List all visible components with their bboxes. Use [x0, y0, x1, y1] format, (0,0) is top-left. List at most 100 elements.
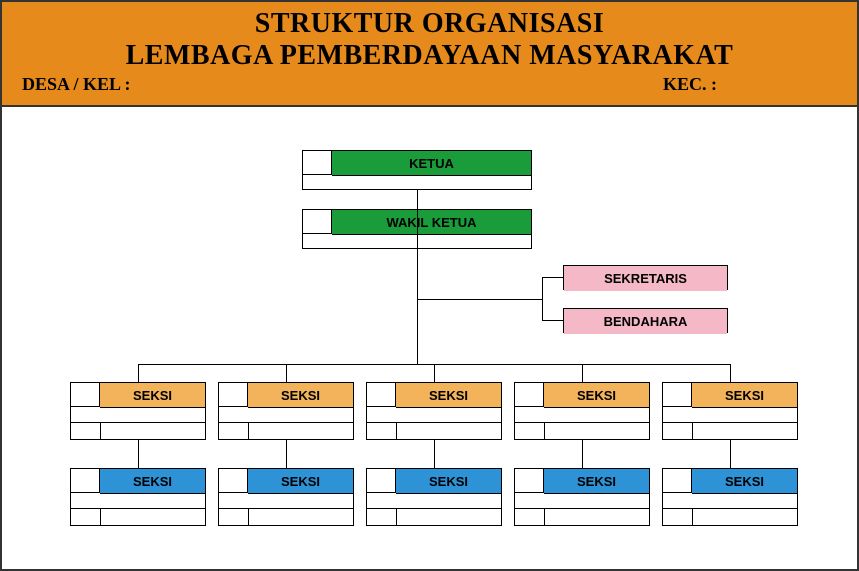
node-subrow: [515, 422, 649, 440]
node-body: [515, 408, 649, 422]
node-seksi_b_3: SEKSI: [514, 468, 650, 526]
cell: [249, 509, 353, 526]
cell: [545, 423, 649, 440]
title-line-1: STRUKTUR ORGANISASI: [22, 8, 837, 40]
connector: [542, 277, 543, 320]
node-seksi_b_2: SEKSI: [366, 468, 502, 526]
cell: [397, 509, 501, 526]
node-title: SEKSI: [100, 383, 205, 408]
connector: [730, 440, 731, 468]
node-title: SEKSI: [692, 383, 797, 408]
node-tab: [218, 468, 248, 493]
connector: [582, 440, 583, 468]
node-body: [367, 408, 501, 422]
node-subrow: [71, 508, 205, 526]
node-sekretaris: SEKRETARIS: [563, 265, 728, 290]
cell: [367, 423, 397, 440]
connector: [434, 440, 435, 468]
connector: [138, 440, 139, 468]
node-tab: [218, 382, 248, 407]
node-subrow: [219, 422, 353, 440]
org-chart-canvas: STRUKTUR ORGANISASI LEMBAGA PEMBERDAYAAN…: [0, 0, 859, 571]
node-title: BENDAHARA: [564, 309, 727, 334]
cell: [663, 509, 693, 526]
connector: [542, 320, 563, 321]
cell: [545, 509, 649, 526]
cell: [71, 509, 101, 526]
header: STRUKTUR ORGANISASI LEMBAGA PEMBERDAYAAN…: [2, 2, 857, 107]
node-seksi_o_4: SEKSI: [662, 382, 798, 440]
node-subrow: [663, 422, 797, 440]
node-title: SEKSI: [248, 383, 353, 408]
node-seksi_o_2: SEKSI: [366, 382, 502, 440]
connector: [434, 364, 435, 382]
node-title: SEKRETARIS: [564, 266, 727, 291]
connector: [582, 364, 583, 382]
title-line-2: LEMBAGA PEMBERDAYAAN MASYARAKAT: [22, 40, 837, 72]
cell: [515, 423, 545, 440]
node-body: [303, 176, 531, 190]
node-seksi_o_3: SEKSI: [514, 382, 650, 440]
node-subrow: [367, 422, 501, 440]
node-body: [71, 408, 205, 422]
desa-label: DESA / KEL :: [22, 74, 131, 95]
node-seksi_o_0: SEKSI: [70, 382, 206, 440]
node-subrow: [71, 422, 205, 440]
node-tab: [302, 150, 332, 175]
node-title: KETUA: [332, 151, 531, 176]
cell: [693, 509, 797, 526]
node-seksi_b_4: SEKSI: [662, 468, 798, 526]
connector: [417, 299, 542, 300]
node-subrow: [367, 508, 501, 526]
node-body: [663, 408, 797, 422]
cell: [219, 509, 249, 526]
node-tab: [514, 468, 544, 493]
cell: [249, 423, 353, 440]
org-chart-body: KETUA WAKIL KETUA SEKRETARIS BENDAHARA SEKSI…: [2, 132, 857, 569]
node-seksi_b_1: SEKSI: [218, 468, 354, 526]
cell: [101, 509, 205, 526]
cell: [71, 423, 101, 440]
node-body: [219, 408, 353, 422]
connector: [286, 440, 287, 468]
node-body: [663, 494, 797, 508]
cell: [515, 509, 545, 526]
node-seksi_o_1: SEKSI: [218, 382, 354, 440]
node-tab: [70, 382, 100, 407]
node-title: WAKIL KETUA: [332, 210, 531, 235]
node-tab: [662, 468, 692, 493]
cell: [101, 423, 205, 440]
node-seksi_b_0: SEKSI: [70, 468, 206, 526]
node-title: SEKSI: [396, 469, 501, 494]
connector: [286, 364, 287, 382]
cell: [367, 509, 397, 526]
header-labels: DESA / KEL : KEC. :: [22, 74, 837, 95]
connector: [730, 364, 731, 382]
cell: [693, 423, 797, 440]
node-tab: [366, 468, 396, 493]
node-body: [219, 494, 353, 508]
node-tab: [662, 382, 692, 407]
cell: [663, 423, 693, 440]
node-bendahara: BENDAHARA: [563, 308, 728, 333]
connector: [138, 364, 139, 382]
node-tab: [514, 382, 544, 407]
kec-label: KEC. :: [663, 74, 717, 95]
node-title: SEKSI: [544, 469, 649, 494]
node-title: SEKSI: [100, 469, 205, 494]
node-tab: [302, 209, 332, 234]
node-subrow: [219, 508, 353, 526]
connector: [417, 190, 418, 364]
node-subrow: [515, 508, 649, 526]
node-tab: [366, 382, 396, 407]
node-title: SEKSI: [396, 383, 501, 408]
cell: [397, 423, 501, 440]
node-body: [515, 494, 649, 508]
node-body: [367, 494, 501, 508]
node-title: SEKSI: [248, 469, 353, 494]
node-body: [71, 494, 205, 508]
node-tab: [70, 468, 100, 493]
node-ketua: KETUA: [302, 150, 532, 190]
cell: [219, 423, 249, 440]
node-title: SEKSI: [692, 469, 797, 494]
